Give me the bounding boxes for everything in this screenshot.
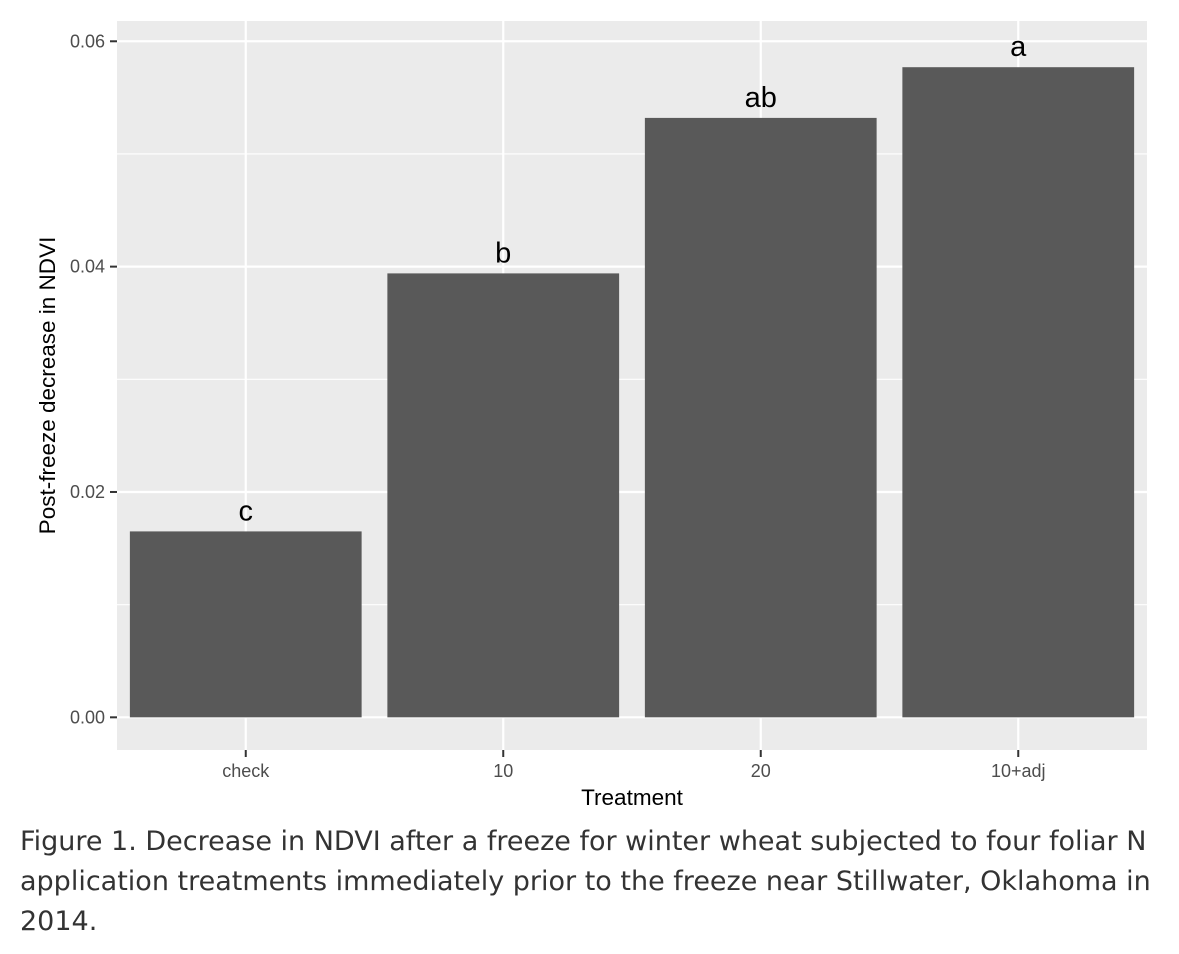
y-tick-label: 0.00 [70, 707, 105, 727]
y-axis-title: Post-freeze decrease in NDVI [35, 237, 60, 535]
y-tick-label: 0.06 [70, 31, 105, 51]
x-tick-label: 10+adj [991, 761, 1046, 781]
figure-caption: Figure 1. Decrease in NDVI after a freez… [20, 826, 1151, 937]
y-axis: 0.00 0.02 0.04 0.06 [70, 31, 117, 727]
x-tick-label: 20 [751, 761, 771, 781]
y-tick-label: 0.02 [70, 482, 105, 502]
bars [129, 67, 1135, 718]
bar-data-label: b [495, 237, 511, 269]
x-axis: check 10 20 10+adj [222, 750, 1046, 781]
bar [387, 273, 620, 718]
x-axis-title: Treatment [581, 785, 683, 810]
x-tick-label: check [222, 761, 270, 781]
y-tick-label: 0.04 [70, 257, 105, 277]
bar [902, 67, 1135, 718]
bar-chart: c b ab a 0.00 0.02 0.04 0.06 check 10 20 10+adj T… [35, 21, 1147, 810]
x-tick-label: 10 [493, 761, 513, 781]
bar-data-label: ab [745, 82, 777, 114]
bar-data-labels: c b ab a [239, 31, 1028, 527]
bar-data-label: a [1010, 31, 1027, 63]
bar [129, 531, 362, 718]
bar [644, 117, 877, 718]
bar-data-label: c [239, 495, 254, 527]
